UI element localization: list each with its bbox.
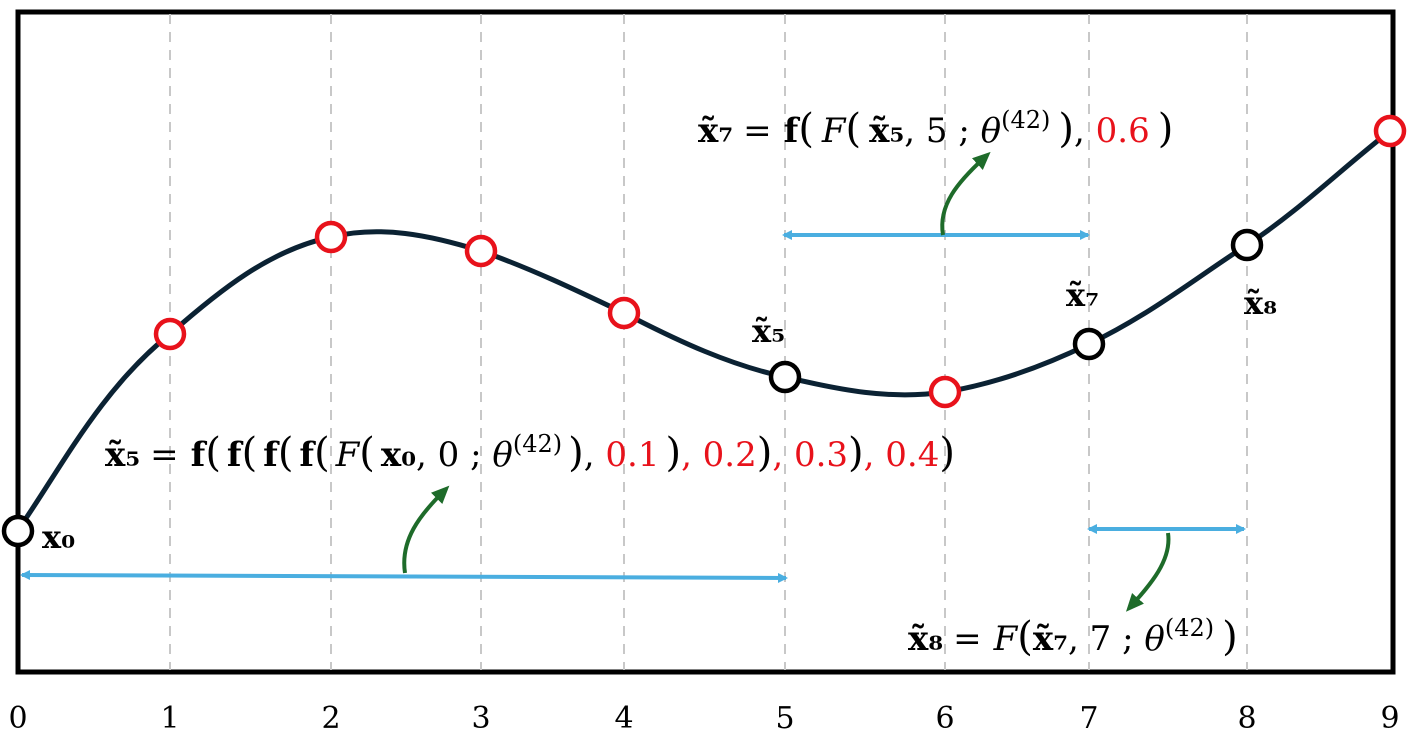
eq5-f1: f <box>191 435 208 475</box>
point-red-9 <box>1373 114 1407 148</box>
pointer-arrow-eq5 <box>402 485 450 574</box>
tick-0: 0 <box>8 701 27 736</box>
point-red-3 <box>464 234 498 268</box>
eq7-close2: ) <box>1058 106 1074 152</box>
eq7-semi: ; <box>948 111 981 151</box>
label-x0: x₀ <box>42 518 75 556</box>
eq5-t4: , 0.4 <box>864 435 940 475</box>
eq5-theta: θ <box>492 435 512 475</box>
tick-8: 8 <box>1237 701 1256 736</box>
gridlines <box>169 14 1248 670</box>
equation-x8: x̃₈ = F(x̃₇, 7 ; θ(42)) <box>908 614 1238 660</box>
eq7-f: f <box>784 111 801 151</box>
eq8-open: ( <box>1017 614 1033 660</box>
point-red-2 <box>314 220 348 254</box>
point-x7 <box>1072 327 1106 361</box>
eq5-x0: x₀ <box>381 435 416 475</box>
trajectory-curve <box>15 129 1392 532</box>
eq5-t1: 0.1 <box>605 435 659 475</box>
label-x5: x̃₅ <box>752 312 785 350</box>
eq5-f3: f <box>263 435 280 475</box>
eq5-open1: ( <box>205 430 221 476</box>
pointer-arrow-eq7 <box>940 151 991 236</box>
eq7-open1: ( <box>798 106 814 152</box>
tick-5: 5 <box>775 701 794 736</box>
points <box>1 114 1407 548</box>
eq5-comma1: , <box>584 435 606 475</box>
eq5-open3: ( <box>278 430 294 476</box>
point-x0 <box>1 514 35 548</box>
equation-x7: x̃₇ = f(F(x̃₅, 5 ; θ(42)), 0.6) <box>698 106 1173 152</box>
eq7-equals: = <box>743 111 772 151</box>
eq5-semi: ; <box>459 435 492 475</box>
eq5-F: F <box>335 435 361 475</box>
eq5-open2: ( <box>242 430 258 476</box>
eq5-open5: ( <box>359 430 375 476</box>
eq8-lhs: x̃₈ <box>908 619 943 659</box>
eq5-close5: ) <box>568 430 584 476</box>
eq7-arg5: 5 <box>926 111 948 151</box>
eq5-equals: = <box>150 435 179 475</box>
eq5-close1: ) <box>939 430 955 476</box>
eq5-t2: , 0.2 <box>681 435 757 475</box>
eq7-F: F <box>821 111 847 151</box>
eq5-arg0: 0 <box>438 435 460 475</box>
eq8-semi: ; <box>1111 619 1144 659</box>
eq8-x7: x̃₇ <box>1033 619 1068 659</box>
eq7-t: 0.6 <box>1096 111 1150 151</box>
label-x8: x̃₈ <box>1244 284 1277 322</box>
eq7-theta-sup: (42) <box>1001 106 1050 134</box>
eq5-f4: f <box>299 435 316 475</box>
equation-x5: x̃₅ = f(f(f(f(F(x₀, 0 ; θ(42)), 0.1), 0.2)… <box>105 430 955 476</box>
tick-3: 3 <box>471 701 490 736</box>
pointer-arrow-eq8 <box>1125 532 1171 612</box>
eq7-theta: θ <box>981 111 1001 151</box>
tick-7: 7 <box>1079 701 1098 736</box>
eq7-comma1: , <box>1074 111 1096 151</box>
eq5-close3: ) <box>757 430 773 476</box>
eq8-theta: θ <box>1144 619 1164 659</box>
eq7-open2: ( <box>846 106 862 152</box>
tick-4: 4 <box>614 701 633 736</box>
eq8-comma: , <box>1068 619 1090 659</box>
eq5-f2: f <box>227 435 244 475</box>
tick-2: 2 <box>321 701 340 736</box>
eq8-equals: = <box>953 619 982 659</box>
point-red-4 <box>607 296 641 330</box>
tick-6: 6 <box>935 701 954 736</box>
label-x7: x̃₇ <box>1066 276 1099 314</box>
eq7-lhs: x̃₇ <box>698 111 733 151</box>
span-arrow-0-to-5 <box>20 570 788 583</box>
eq8-theta-sup: (42) <box>1165 614 1214 642</box>
eq8-arg7: 7 <box>1090 619 1112 659</box>
eq5-close2: ) <box>848 430 864 476</box>
x-axis-ticks: 0 1 2 3 4 5 6 7 8 9 <box>8 701 1399 736</box>
tick-9: 9 <box>1380 701 1399 736</box>
eq7-close1: ) <box>1158 106 1174 152</box>
eq7-comma0: , <box>904 111 926 151</box>
point-x5 <box>768 360 802 394</box>
eq8-F: F <box>993 619 1019 659</box>
eq5-open4: ( <box>314 430 330 476</box>
eq5-theta-sup: (42) <box>513 430 562 458</box>
point-red-1 <box>153 317 187 351</box>
eq7-x5: x̃₅ <box>869 111 904 151</box>
eq5-t3: , 0.3 <box>772 435 848 475</box>
point-red-6 <box>928 375 962 409</box>
point-x8 <box>1230 228 1264 262</box>
eq5-comma0: , <box>416 435 438 475</box>
eq8-close: ) <box>1222 614 1238 660</box>
eq5-lhs: x̃₅ <box>105 435 140 475</box>
tick-1: 1 <box>160 701 179 736</box>
eq5-close4: ) <box>665 430 681 476</box>
